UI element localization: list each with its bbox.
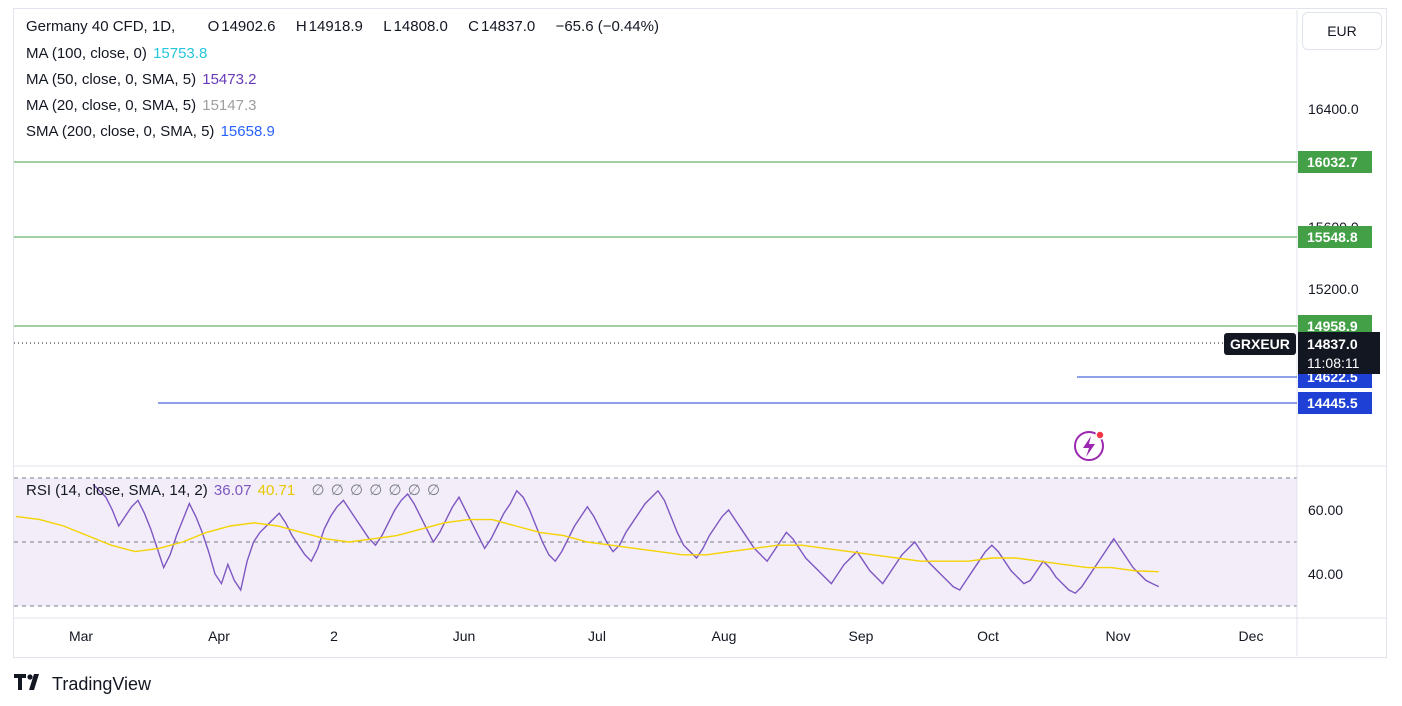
time-tick-label: Jul [588, 628, 606, 644]
indicator-legend-sma200[interactable]: SMA (200, close, 0, SMA, 5) 15658.9 [26, 123, 277, 140]
time-tick-label: 2 [330, 628, 338, 644]
time-tick-label: Dec [1239, 628, 1264, 644]
level-badge-bg [1298, 151, 1372, 173]
rsi-extra: ∅ [407, 482, 421, 499]
time-tick-label: Aug [712, 628, 737, 644]
tradingview-logo-icon [14, 674, 46, 695]
currency-selector[interactable]: EUR [1302, 12, 1382, 50]
price-tick-label: 15200.0 [1308, 281, 1359, 297]
ohlc-close: C 14837.0 [468, 18, 536, 35]
ticker-badge: GRXEUR [1224, 333, 1296, 355]
rsi-tick-label: 40.00 [1308, 566, 1343, 582]
rsi-value: 36.07 [213, 482, 252, 499]
rsi-ma-line [15, 515, 1159, 573]
level-badge-label: 16032.7 [1307, 154, 1358, 170]
indicator-value: 15473.2 [202, 71, 257, 88]
indicator-label: MA (20, close, 0, SMA, 5) [26, 97, 197, 114]
currency-label: EUR [1327, 23, 1357, 39]
level-badge: 14958.9 [1298, 315, 1372, 337]
chart-frame [13, 8, 1387, 658]
time-tick-label: Jun [453, 628, 476, 644]
indicator-value: 15658.9 [220, 123, 275, 140]
rsi-label: RSI (14, close, SMA, 14, 2) [26, 482, 208, 499]
notification-dot-icon [1095, 430, 1105, 440]
rsi-extra: ∅ [311, 482, 325, 499]
rsi-extra: ∅ [388, 482, 402, 499]
ohlc-open: O 14902.6 [207, 18, 276, 35]
symbol-title: Germany 40 CFD, 1D, [26, 18, 176, 35]
level-badge-bg [1298, 315, 1372, 337]
lightning-icon-bolt [1083, 436, 1095, 457]
ohlc-high: H 14918.9 [295, 18, 363, 35]
level-badge: 14445.5 [1298, 392, 1372, 414]
indicator-value: 15753.8 [153, 45, 208, 62]
indicator-label: MA (100, close, 0) [26, 45, 147, 62]
indicator-label: SMA (200, close, 0, SMA, 5) [26, 123, 215, 140]
rsi-tick-label: 60.00 [1308, 502, 1343, 518]
rsi-line [92, 483, 1160, 595]
indicator-legend-ma20[interactable]: MA (20, close, 0, SMA, 5) 15147.3 [26, 97, 258, 114]
time-tick-label: Sep [849, 628, 874, 644]
tradingview-brand[interactable]: TradingView [14, 674, 151, 695]
countdown-label: 11:08:11 [1307, 355, 1360, 371]
time-tick-label: Apr [208, 628, 230, 644]
level-badge-label: 14445.5 [1307, 395, 1358, 411]
level-badge: 16032.7 [1298, 151, 1372, 173]
ticker-badge-label: GRXEUR [1230, 336, 1290, 352]
time-tick-label: Mar [69, 628, 93, 644]
level-badge-bg [1298, 226, 1372, 248]
ohlc-low: L 14808.0 [383, 18, 448, 35]
level-badge-bg [1298, 392, 1372, 414]
ticker-badge-bg [1224, 333, 1296, 355]
time-tick-label: Nov [1106, 628, 1131, 644]
rsi-extra: ∅ [330, 482, 344, 499]
rsi-extra: ∅ [427, 482, 441, 499]
time-tick-label: Oct [977, 628, 999, 644]
level-badge-label: 15548.8 [1307, 229, 1358, 245]
last-price-badge-bg [1298, 332, 1380, 374]
rsi-ma-value: 40.71 [257, 482, 296, 499]
indicator-value: 15147.3 [202, 97, 257, 114]
rsi-extra: ∅ [350, 482, 364, 499]
indicator-label: MA (50, close, 0, SMA, 5) [26, 71, 197, 88]
level-badge-label: 14958.9 [1307, 318, 1358, 334]
price-tick-label: 16400.0 [1308, 101, 1359, 117]
lightning-icon-ring [1074, 431, 1104, 461]
rsi-legend[interactable]: RSI (14, close, SMA, 14, 2) 36.07 40.71 … [26, 481, 442, 499]
ohlc-change: −65.6 (−0.44%) [555, 18, 659, 35]
last-price-badge: 14837.0 11:08:11 [1298, 332, 1380, 374]
indicator-legend-ma100[interactable]: MA (100, close, 0) 15753.8 [26, 45, 209, 62]
last-price-label: 14837.0 [1307, 336, 1358, 352]
indicator-legend-ma50[interactable]: MA (50, close, 0, SMA, 5) 15473.2 [26, 71, 258, 88]
brand-name: TradingView [52, 674, 152, 694]
rsi-extra: ∅ [369, 482, 383, 499]
lightning-icon[interactable] [1074, 430, 1105, 461]
level-badge: 15548.8 [1298, 226, 1372, 248]
